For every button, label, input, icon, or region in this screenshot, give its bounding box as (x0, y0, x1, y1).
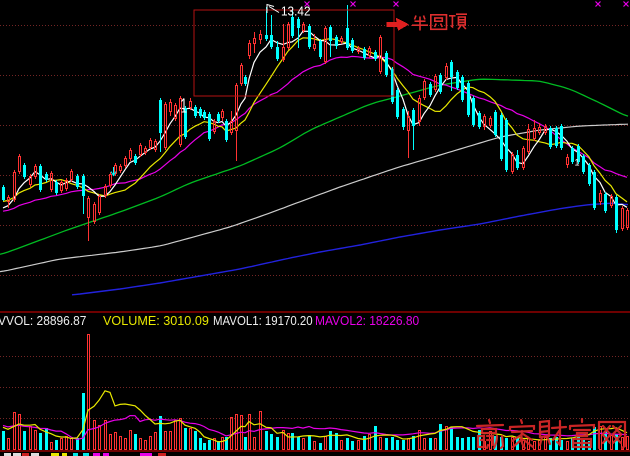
svg-text:13.42: 13.42 (281, 5, 311, 19)
svg-text:1: 1 (575, 158, 580, 168)
